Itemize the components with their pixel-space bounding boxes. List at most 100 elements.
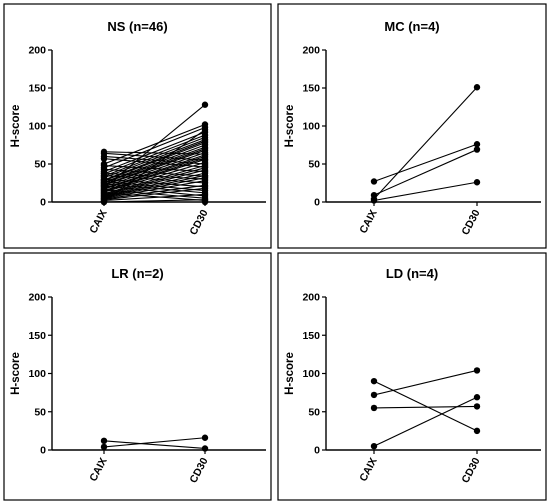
pair-line	[103, 149, 206, 186]
pair-line	[103, 157, 206, 192]
chart-title: LD (n=4)	[386, 266, 438, 281]
pair-line	[103, 199, 206, 203]
data-point-cd30	[473, 179, 481, 186]
data-point-caix	[100, 155, 108, 162]
pair-line	[103, 440, 206, 450]
data-point-caix	[370, 197, 378, 204]
chart-title: MC (n=4)	[384, 19, 439, 34]
data-point-cd30	[201, 445, 209, 452]
x-tick-label: CD30	[187, 456, 210, 485]
pair-line	[103, 144, 206, 183]
pair-line	[373, 369, 478, 396]
data-point-cd30	[473, 403, 481, 410]
pair-line	[103, 127, 206, 169]
x-tick-label: CD30	[187, 208, 210, 237]
pair-line	[103, 123, 206, 165]
chart-panel-4: LD (n=4) 0 50 100 150 200 H-score CAIX CD30	[277, 252, 547, 501]
pair-line	[103, 169, 206, 196]
y-axis-label: H-score	[284, 352, 296, 395]
y-tick-label: 50	[34, 406, 46, 418]
y-tick-label: 100	[302, 121, 320, 133]
chart-panel-3: LR (n=2) 0 50 100 150 200 H-score CAIX CD30	[3, 252, 272, 501]
pair-line	[103, 161, 206, 193]
y-tick-label: 0	[40, 197, 46, 209]
y-tick-label: 200	[302, 292, 320, 304]
pair-line	[103, 193, 206, 202]
data-point-caix	[370, 377, 378, 385]
x-tick-label: CD30	[459, 456, 482, 485]
pair-line	[373, 149, 478, 196]
data-point-cd30	[473, 141, 481, 148]
data-point-cd30	[201, 101, 209, 108]
y-tick-label: 200	[28, 292, 46, 304]
pair-line	[373, 396, 478, 447]
data-point-caix	[370, 442, 378, 450]
y-tick-label: 0	[40, 445, 46, 457]
y-axis-label: H-score	[10, 352, 22, 395]
y-tick-label: 0	[314, 445, 320, 457]
chart-panel-2: MC (n=4) 0 50 100 150 200 H-score CAIX CD30	[277, 3, 547, 249]
pair-line	[103, 131, 206, 173]
pair-line	[373, 143, 478, 182]
panel-border	[3, 252, 272, 501]
pair-line	[373, 181, 478, 202]
pair-line	[103, 174, 206, 198]
data-point-cd30	[201, 191, 209, 198]
y-tick-label: 100	[28, 368, 46, 380]
data-point-cd30	[201, 177, 209, 184]
y-tick-label: 200	[28, 45, 46, 57]
pair-line	[103, 136, 206, 177]
pair-line	[103, 172, 206, 197]
y-axis-label: H-score	[284, 105, 296, 148]
pair-line	[103, 148, 206, 186]
pair-line	[373, 380, 478, 432]
data-point-cd30	[473, 367, 481, 374]
data-point-cd30	[201, 434, 209, 441]
pair-line	[103, 139, 206, 179]
y-axis-label: H-score	[10, 105, 22, 148]
y-tick-label: 100	[302, 368, 320, 380]
y-tick-label: 150	[302, 83, 320, 95]
pair-line	[103, 154, 206, 189]
pair-line	[103, 180, 206, 199]
y-tick-label: 150	[28, 330, 46, 342]
y-tick-label: 0	[314, 197, 320, 209]
pair-line	[103, 187, 206, 201]
data-point-caix	[370, 391, 378, 399]
x-tick-label: CD30	[459, 208, 482, 237]
data-point-caix	[100, 443, 108, 451]
x-tick-label: CAIX	[357, 456, 379, 484]
pair-line	[103, 104, 206, 188]
data-point-caix	[370, 178, 378, 185]
pair-line	[373, 405, 478, 409]
chart-panel-1: NS (n=46) 0 50 100 150 200 H-score CAIX CD30	[3, 3, 272, 249]
chart-title: LR (n=2)	[111, 266, 163, 281]
y-tick-label: 150	[28, 83, 46, 95]
data-point-caix	[100, 437, 108, 445]
pair-line	[103, 158, 206, 168]
pair-line	[103, 184, 206, 200]
data-point-cd30	[473, 394, 481, 401]
data-point-cd30	[201, 185, 209, 192]
pair-line	[103, 158, 206, 192]
y-tick-label: 200	[302, 45, 320, 57]
panel-border	[277, 3, 547, 249]
data-point-cd30	[473, 84, 481, 91]
pair-line	[373, 86, 478, 200]
pair-line	[103, 129, 206, 202]
pair-line	[103, 155, 206, 190]
x-tick-label: CAIX	[87, 208, 109, 236]
data-point-caix	[370, 404, 378, 412]
pair-line	[103, 177, 206, 198]
data-point-cd30	[201, 126, 209, 133]
data-point-cd30	[473, 427, 481, 435]
x-tick-label: CAIX	[87, 456, 109, 484]
data-point-cd30	[201, 196, 209, 203]
pair-line	[103, 437, 206, 448]
y-tick-label: 50	[308, 159, 320, 171]
pair-line	[103, 152, 206, 188]
y-tick-label: 100	[28, 121, 46, 133]
y-tick-label: 50	[308, 406, 320, 418]
y-tick-label: 150	[302, 330, 320, 342]
